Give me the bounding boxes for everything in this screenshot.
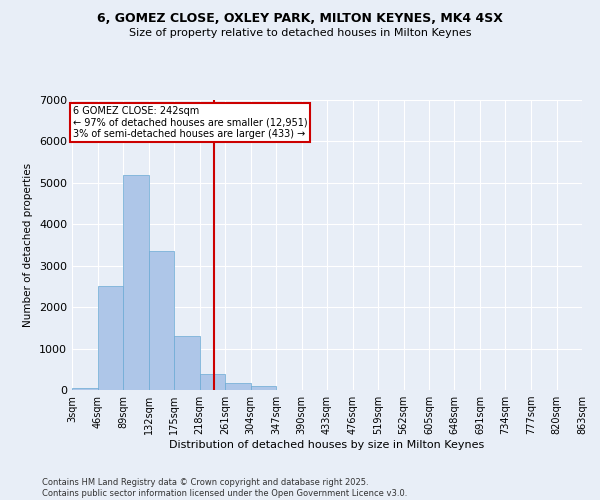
Bar	[251, 386, 276, 390]
Text: Contains HM Land Registry data © Crown copyright and database right 2025.
Contai: Contains HM Land Registry data © Crown c…	[42, 478, 407, 498]
Bar	[149, 251, 174, 390]
Text: 6 GOMEZ CLOSE: 242sqm
← 97% of detached houses are smaller (12,951)
3% of semi-d: 6 GOMEZ CLOSE: 242sqm ← 97% of detached …	[73, 106, 307, 139]
Bar	[174, 336, 199, 390]
Bar	[199, 374, 225, 390]
Text: Size of property relative to detached houses in Milton Keynes: Size of property relative to detached ho…	[129, 28, 471, 38]
Y-axis label: Number of detached properties: Number of detached properties	[23, 163, 34, 327]
Text: 6, GOMEZ CLOSE, OXLEY PARK, MILTON KEYNES, MK4 4SX: 6, GOMEZ CLOSE, OXLEY PARK, MILTON KEYNE…	[97, 12, 503, 26]
Bar	[225, 383, 251, 390]
Bar	[97, 286, 123, 390]
Bar	[123, 174, 149, 390]
Bar	[72, 388, 97, 390]
X-axis label: Distribution of detached houses by size in Milton Keynes: Distribution of detached houses by size …	[169, 440, 485, 450]
